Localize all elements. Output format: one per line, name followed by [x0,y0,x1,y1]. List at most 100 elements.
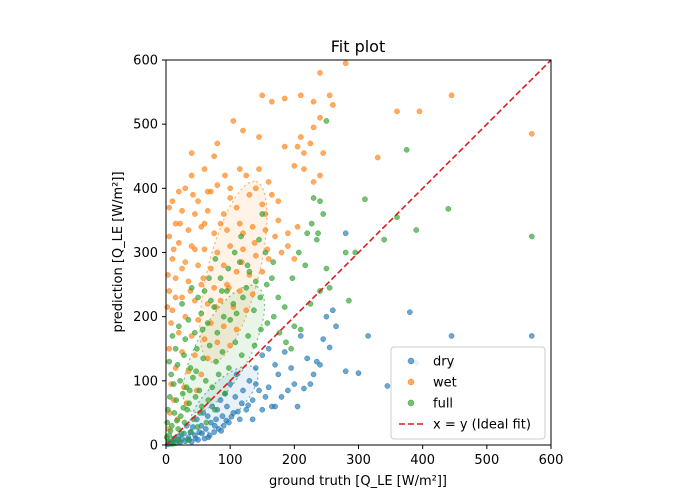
full-point [182,336,189,342]
dry-point [199,430,205,437]
legend-box [390,346,546,440]
full-point [212,256,219,262]
wet-point [192,352,198,359]
wet-point [169,256,176,262]
full-point [238,352,245,359]
full-point [217,275,224,282]
full-point [403,146,410,153]
y-tick-label: 400 [133,182,158,197]
full-point [323,118,330,124]
wet-point [201,166,208,172]
dry-point [301,385,307,392]
full-point [190,374,196,381]
wet-point [259,92,266,99]
dry-point [227,381,234,387]
full-point [257,294,264,301]
wet-point [301,166,307,172]
full-point [201,288,208,294]
wet-point [217,220,224,227]
dry-point [223,417,230,424]
wet-point [252,252,259,259]
dry-point [220,422,227,429]
full-point [193,368,200,375]
full-point [174,417,180,424]
full-point [177,377,183,384]
full-point [214,329,221,336]
full-point [352,249,359,256]
wet-point [175,329,182,336]
full-point [175,426,182,432]
wet-point [166,233,173,240]
full-point [199,326,206,333]
dry-point [297,333,304,339]
wet-point [265,179,272,185]
full-point [176,438,183,444]
full-point [179,300,185,307]
dry-point [342,368,349,375]
full-point [186,387,193,394]
wet-point [285,243,291,249]
full-point [528,233,535,240]
dry-point [217,397,224,403]
dry-point [219,413,226,419]
full-point [186,400,192,407]
y-tick-label: 0 [150,439,158,454]
x-axis-label: ground truth [Q_LE [W/m²]] [269,474,447,489]
full-point [184,437,191,443]
full-point [192,394,199,400]
full-point [211,406,218,413]
dry-point [307,381,314,387]
chart-title: Fit plot [331,37,386,56]
wet-point [166,288,173,294]
y-tick-label: 600 [133,54,158,69]
dry-point [265,345,272,352]
x-axis-ticks: 0 100 200 300 400 500 600 [162,445,563,468]
wet-legend-marker [407,378,415,386]
dry-point [275,371,282,378]
full-point [445,206,452,212]
wet-point [275,198,282,205]
full-point [164,419,171,426]
wet-point [297,92,304,99]
wet-point [195,262,201,269]
wet-point [211,284,217,291]
wet-point [249,223,256,230]
full-point [258,326,264,333]
full-point [170,381,177,387]
y-axis-label: prediction [Q_LE [W/m²]] [111,171,126,332]
wet-point [281,95,288,102]
full-point [269,275,275,282]
full-point [188,284,195,291]
full-point [246,268,253,275]
full-point [288,345,294,352]
legend: dry wet full x = y (Ideal fit) [390,346,546,440]
dry-point [259,352,266,359]
full-point [263,281,270,288]
wet-point [198,281,205,288]
full-point [170,440,176,447]
legend-label: wet [433,376,457,391]
full-point [291,323,298,330]
full-point [275,294,282,301]
dry-point [304,355,311,362]
wet-point [211,153,217,160]
wet-point [249,291,256,298]
dry-point [211,429,217,436]
y-tick-label: 300 [133,246,158,261]
wet-point [168,320,174,326]
wet-point [214,182,221,188]
wet-point [265,256,272,262]
dry-point [320,336,327,342]
full-point [175,323,182,330]
full-point [224,288,230,294]
wet-point [301,150,307,156]
wet-point [291,256,298,262]
y-axis-ticks: 0 100 200 300 400 500 600 [133,54,166,454]
dry-point [285,387,291,394]
wet-point [217,297,224,304]
wet-point [230,118,237,124]
full-point [179,390,186,397]
full-point [169,333,176,339]
full-point [205,397,212,403]
